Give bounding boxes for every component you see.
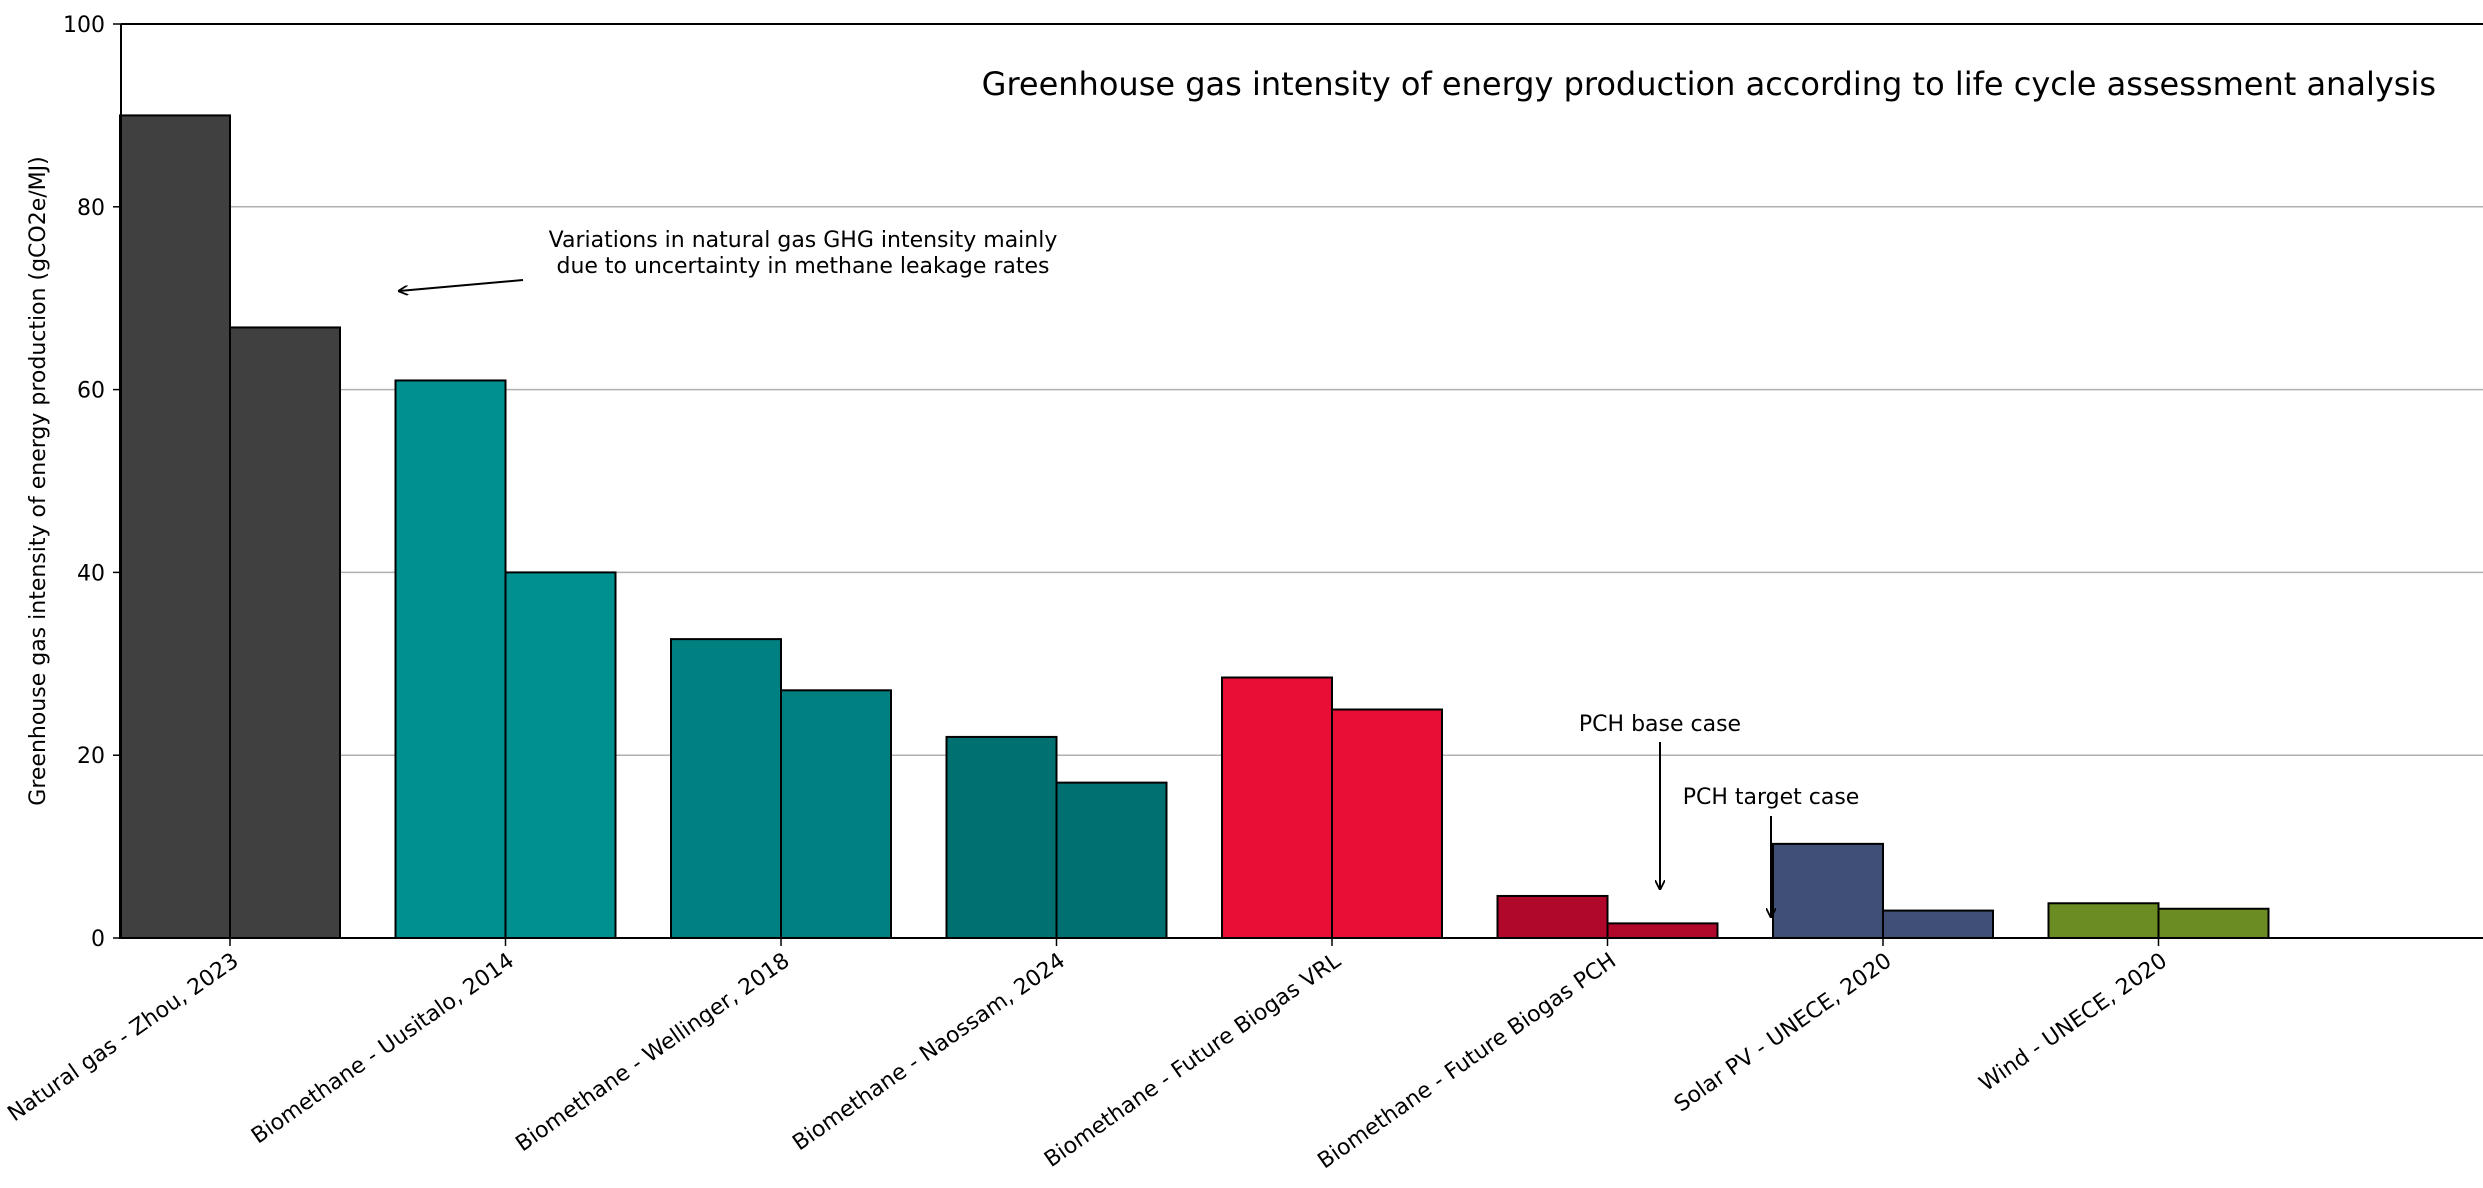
y-tick-label: 100 [63, 13, 105, 38]
bar-4-low [1055, 781, 1168, 939]
bar-3-low [780, 689, 892, 940]
bar-2-low [504, 571, 617, 940]
x-tick-label: Wind - UNECE, 2020 [1975, 948, 2172, 1096]
bar-8-low [2157, 907, 2270, 940]
bar-5-high [1221, 676, 1333, 939]
bar-6-high [1496, 894, 1609, 939]
y-tick-label: 40 [77, 561, 105, 586]
x-tick-label: Biomethane - Future Biogas VRL [1040, 948, 1346, 1173]
bar-5-low [1331, 708, 1443, 939]
x-tick-label: Biomethane - Naossam, 2024 [788, 948, 1070, 1156]
bar-6-low [1606, 922, 1719, 939]
y-axis-title: Greenhouse gas intensity of energy produ… [26, 156, 51, 805]
y-tick-label: 80 [77, 196, 105, 221]
chart-title: Greenhouse gas intensity of energy produ… [982, 65, 2436, 103]
bar-7-high [1772, 842, 1884, 939]
y-tick-label: 20 [77, 744, 105, 769]
x-tick-label: Biomethane - Wellinger, 2018 [512, 948, 795, 1157]
x-ticks: Natural gas - Zhou, 2023 Biomethane - Uus… [4, 938, 2172, 1174]
y-tick-label: 0 [91, 927, 105, 952]
x-tick-label: Biomethane - Future Biogas PCH [1313, 948, 1621, 1174]
x-tick-label: Biomethane - Uusitalo, 2014 [247, 948, 519, 1149]
x-tick-label: Natural gas - Zhou, 2023 [4, 948, 244, 1126]
bar-1-low [229, 326, 341, 939]
bar-4-high [945, 735, 1058, 939]
bars [119, 114, 2270, 940]
annotation-variation-line-2: due to uncertainty in methane leakage ra… [556, 254, 1049, 279]
bar-1-high [119, 114, 231, 939]
annotation-variation-arrow [399, 279, 524, 291]
x-tick-label: Solar PV - UNECE, 2020 [1670, 948, 1896, 1117]
annotation-variation-line-1: Variations in natural gas GHG intensity … [549, 228, 1058, 253]
bar-3-high [670, 638, 782, 939]
y-ticks: 0 20 40 60 80 100 [63, 13, 121, 952]
bar-2-high [394, 379, 507, 939]
annotation-pch-target: PCH target case [1683, 785, 1860, 810]
bar-7-low [1882, 909, 1994, 940]
bar-8-high [2047, 902, 2160, 940]
y-tick-label: 60 [77, 379, 105, 404]
annotation-pch-base: PCH base case [1579, 712, 1741, 737]
